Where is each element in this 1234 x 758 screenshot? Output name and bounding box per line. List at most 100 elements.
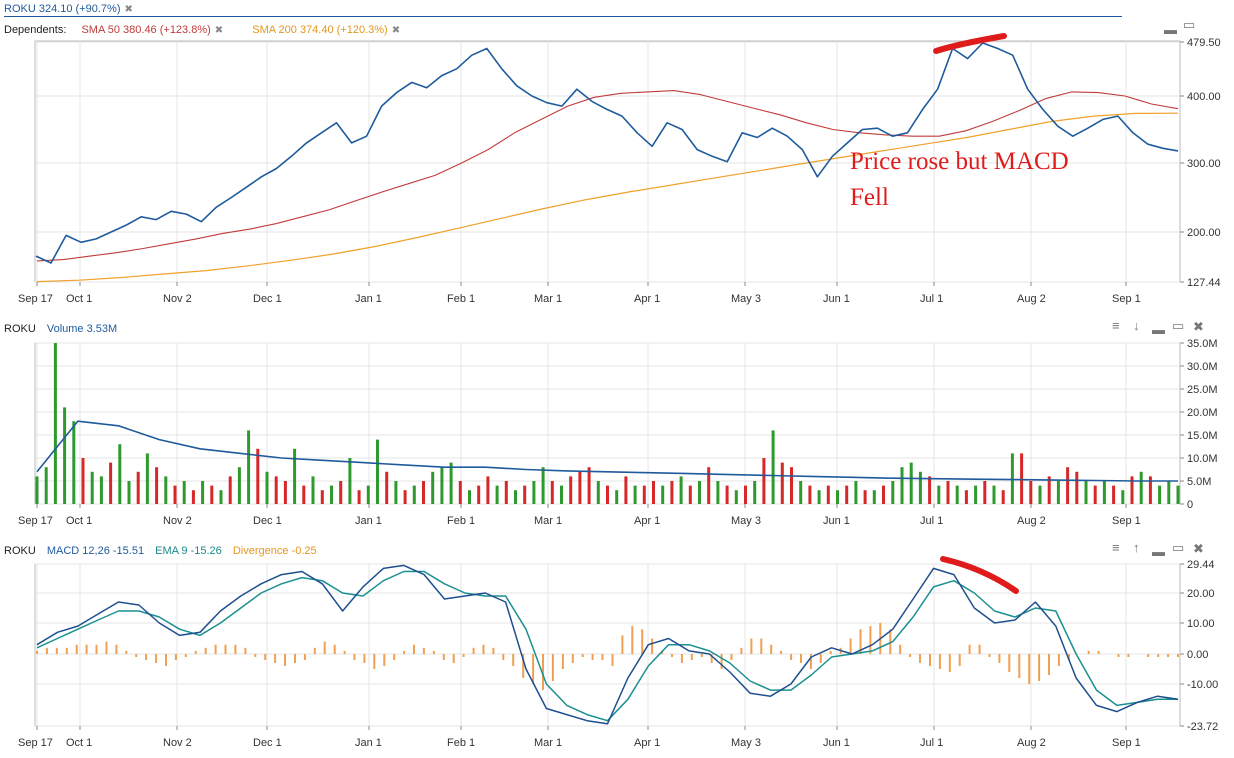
volume-y-label: 0: [1187, 499, 1193, 511]
volume-bar: [182, 481, 186, 504]
volume-bar: [394, 481, 398, 504]
volume-bar: [808, 485, 812, 504]
volume-bar: [762, 458, 766, 504]
volume-bar: [992, 485, 996, 504]
volume-bar: [348, 458, 352, 504]
volume-bar: [330, 485, 333, 504]
macd-x-label: Jun 1: [823, 737, 850, 749]
volume-bar: [909, 462, 913, 504]
volume-bar: [237, 467, 241, 504]
symbol-quote: ROKU 324.10 (+90.7%): [4, 3, 121, 15]
volume-maximize-icon[interactable]: ▭: [1172, 318, 1185, 333]
remove-price-icon[interactable]: ✖: [124, 4, 133, 15]
volume-bar: [633, 485, 637, 504]
volume-bar: [1102, 481, 1106, 504]
volume-bar: [339, 481, 343, 504]
volume-bar: [1047, 476, 1051, 504]
volume-x-label: Mar 1: [534, 515, 562, 527]
volume-bar: [642, 485, 646, 504]
price-x-label: Apr 1: [634, 293, 660, 305]
volume-y-label: 35.0M: [1187, 338, 1218, 350]
price-maximize-icon[interactable]: ▭: [1183, 17, 1196, 32]
macd-y-label: 10.00: [1187, 618, 1215, 630]
volume-average-line: [36, 420, 1178, 482]
volume-bar: [247, 430, 251, 504]
volume-bar: [1075, 471, 1079, 504]
volume-bar: [293, 448, 297, 504]
volume-bar: [1056, 481, 1060, 504]
volume-x-label: Sep 1: [1112, 515, 1141, 527]
macd-move-up-icon[interactable]: ↑: [1133, 540, 1140, 555]
sma50-legend[interactable]: SMA 50 380.46 (+123.8%): [81, 24, 211, 36]
volume-bar: [946, 481, 950, 504]
volume-bar: [799, 481, 803, 504]
volume-bar: [81, 458, 85, 504]
macd-minimize-icon[interactable]: ▬: [1152, 544, 1165, 559]
volume-bar: [1001, 490, 1005, 504]
volume-bar: [1158, 485, 1162, 504]
volume-bar: [1112, 485, 1116, 504]
volume-bar: [560, 485, 563, 504]
volume-close-icon[interactable]: ✖: [1193, 319, 1204, 334]
volume-move-down-icon[interactable]: ↓: [1133, 318, 1140, 333]
volume-bar: [679, 476, 683, 504]
volume-bar: [836, 490, 839, 504]
dependents-label: Dependents:: [4, 24, 67, 36]
macd-x-label: Feb 1: [447, 737, 475, 749]
macd-close-icon[interactable]: ✖: [1193, 541, 1204, 556]
macd-maximize-icon[interactable]: ▭: [1172, 540, 1185, 555]
volume-bar: [201, 481, 205, 504]
sma200-legend[interactable]: SMA 200 374.40 (+120.3%): [252, 24, 388, 36]
volume-x-label: Sep 17: [18, 515, 53, 527]
macd-x-label: May 3: [731, 737, 761, 749]
divergence-legend[interactable]: Divergence -0.25: [232, 545, 317, 557]
volume-bar: [817, 490, 821, 504]
volume-x-label: Apr 1: [634, 515, 660, 527]
volume-y-label: 10.0M: [1187, 453, 1218, 465]
volume-bar: [477, 485, 481, 504]
volume-x-label: Dec 1: [253, 515, 282, 527]
macd-legend[interactable]: MACD 12,26 -15.51: [46, 545, 145, 557]
volume-bar: [72, 421, 76, 504]
volume-x-label: Feb 1: [447, 515, 475, 527]
volume-bar: [228, 476, 232, 504]
volume-legend[interactable]: Volume 3.53M: [46, 323, 118, 335]
volume-bar: [118, 444, 122, 504]
macd-y-label: -23.72: [1187, 721, 1218, 733]
volume-bar: [587, 467, 591, 504]
annotation-line-2: Fell: [850, 184, 889, 211]
price-x-label: Jul 1: [920, 293, 943, 305]
volume-bar: [357, 490, 361, 504]
volume-bar: [53, 343, 57, 504]
sma50-line: [36, 90, 1179, 262]
volume-bar: [578, 471, 582, 504]
volume-bar: [1038, 485, 1042, 504]
ema-legend[interactable]: EMA 9 -15.26: [155, 545, 222, 557]
volume-bar: [1148, 476, 1152, 504]
price-x-label: Nov 2: [163, 293, 192, 305]
volume-bar: [403, 490, 407, 504]
volume-menu-icon[interactable]: ≡: [1112, 318, 1120, 333]
volume-bar: [606, 485, 609, 504]
volume-bar: [670, 481, 674, 504]
volume-bar: [550, 481, 554, 504]
annotation-stroke-price: [933, 33, 1007, 54]
macd-menu-icon[interactable]: ≡: [1112, 540, 1120, 555]
volume-bar: [274, 476, 278, 504]
volume-bar: [366, 485, 370, 504]
macd-x-label: Mar 1: [534, 737, 562, 749]
volume-bar: [431, 471, 435, 504]
macd-x-label: Apr 1: [634, 737, 660, 749]
volume-bar: [145, 453, 149, 504]
volume-bar: [983, 481, 987, 504]
remove-sma200-icon[interactable]: ✖: [391, 25, 401, 36]
volume-bar: [937, 485, 941, 504]
volume-bar: [191, 490, 195, 504]
volume-bar: [385, 471, 389, 504]
price-minimize-icon[interactable]: ▬: [1164, 22, 1177, 37]
remove-sma50-icon[interactable]: ✖: [214, 25, 224, 36]
volume-minimize-icon[interactable]: ▬: [1152, 322, 1165, 337]
volume-x-label: Nov 2: [163, 515, 192, 527]
volume-bar: [219, 490, 223, 504]
